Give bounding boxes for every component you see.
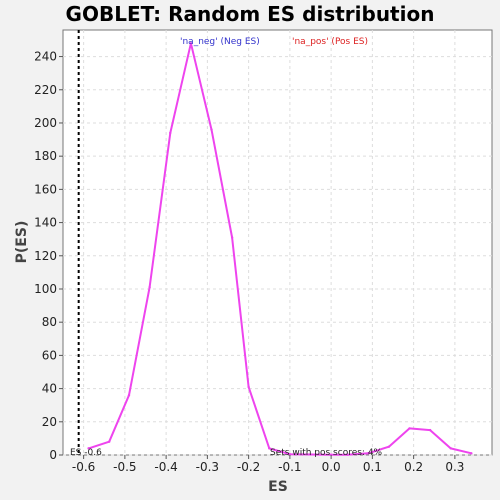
data-point: [189, 42, 193, 45]
y-axis-ticks: 0 20 40 60 80 100 120 140 160 180 200 220 240: [34, 50, 63, 462]
y-tick-label: 40: [42, 382, 57, 396]
y-tick-label: 220: [34, 83, 57, 97]
x-tick-label: 0.0: [322, 460, 341, 474]
plot-area: [62, 29, 493, 456]
legend-entry-pos: 'na_pos' (Pos ES): [292, 37, 368, 47]
x-tick-label: -0.1: [278, 460, 301, 474]
series-layer: [87, 42, 473, 456]
pos-sets-annotation: Sets with pos scores: 4%: [270, 448, 383, 458]
data-point: [127, 394, 131, 397]
y-tick-label: 20: [42, 415, 57, 429]
data-point: [288, 452, 292, 456]
data-point: [247, 385, 250, 389]
data-point: [408, 427, 411, 430]
y-axis-label: P(ES): [14, 221, 30, 264]
data-point: [329, 453, 333, 456]
y-tick-label: 0: [49, 448, 57, 462]
y-tick-label: 60: [42, 348, 57, 362]
x-tick-label: 0.2: [404, 460, 423, 474]
y-tick-label: 180: [34, 149, 57, 163]
x-axis-ticks: -0.6 -0.5 -0.4 -0.3 -0.2 -0.1 0.0 0.1 0.2 0.3: [72, 455, 464, 474]
es-value-annotation: ES -0.6: [70, 448, 102, 458]
data-point: [148, 286, 151, 289]
data-point: [346, 453, 349, 456]
data-point: [367, 452, 370, 455]
y-tick-label: 140: [34, 216, 57, 230]
series-line: [88, 42, 472, 456]
legend-entry-neg: 'na_neg' (Neg ES): [180, 37, 260, 47]
x-tick-label: 0.3: [445, 460, 464, 474]
x-tick-label: -0.6: [72, 460, 95, 474]
data-point: [169, 131, 172, 135]
data-point: [108, 440, 111, 443]
data-point: [210, 128, 213, 131]
x-axis-label: ES: [268, 479, 288, 495]
data-point: [230, 236, 234, 239]
data-point: [470, 452, 473, 455]
data-point: [268, 447, 271, 450]
chart-title: GOBLET: Random ES distribution: [66, 2, 435, 26]
x-tick-label: -0.4: [154, 460, 177, 474]
x-tick-label: 0.1: [363, 460, 382, 474]
y-tick-label: 200: [34, 116, 57, 130]
y-tick-label: 100: [34, 282, 57, 296]
data-point: [449, 447, 452, 450]
y-tick-label: 240: [34, 50, 57, 64]
y-tick-label: 160: [34, 182, 57, 196]
data-point: [309, 453, 312, 456]
x-tick-label: -0.2: [237, 460, 260, 474]
x-tick-label: -0.5: [113, 460, 136, 474]
data-point: [387, 445, 391, 448]
y-tick-label: 120: [34, 249, 57, 263]
data-point: [87, 447, 90, 450]
data-point: [428, 428, 432, 432]
x-tick-label: -0.3: [196, 460, 219, 474]
y-tick-label: 80: [42, 315, 57, 329]
